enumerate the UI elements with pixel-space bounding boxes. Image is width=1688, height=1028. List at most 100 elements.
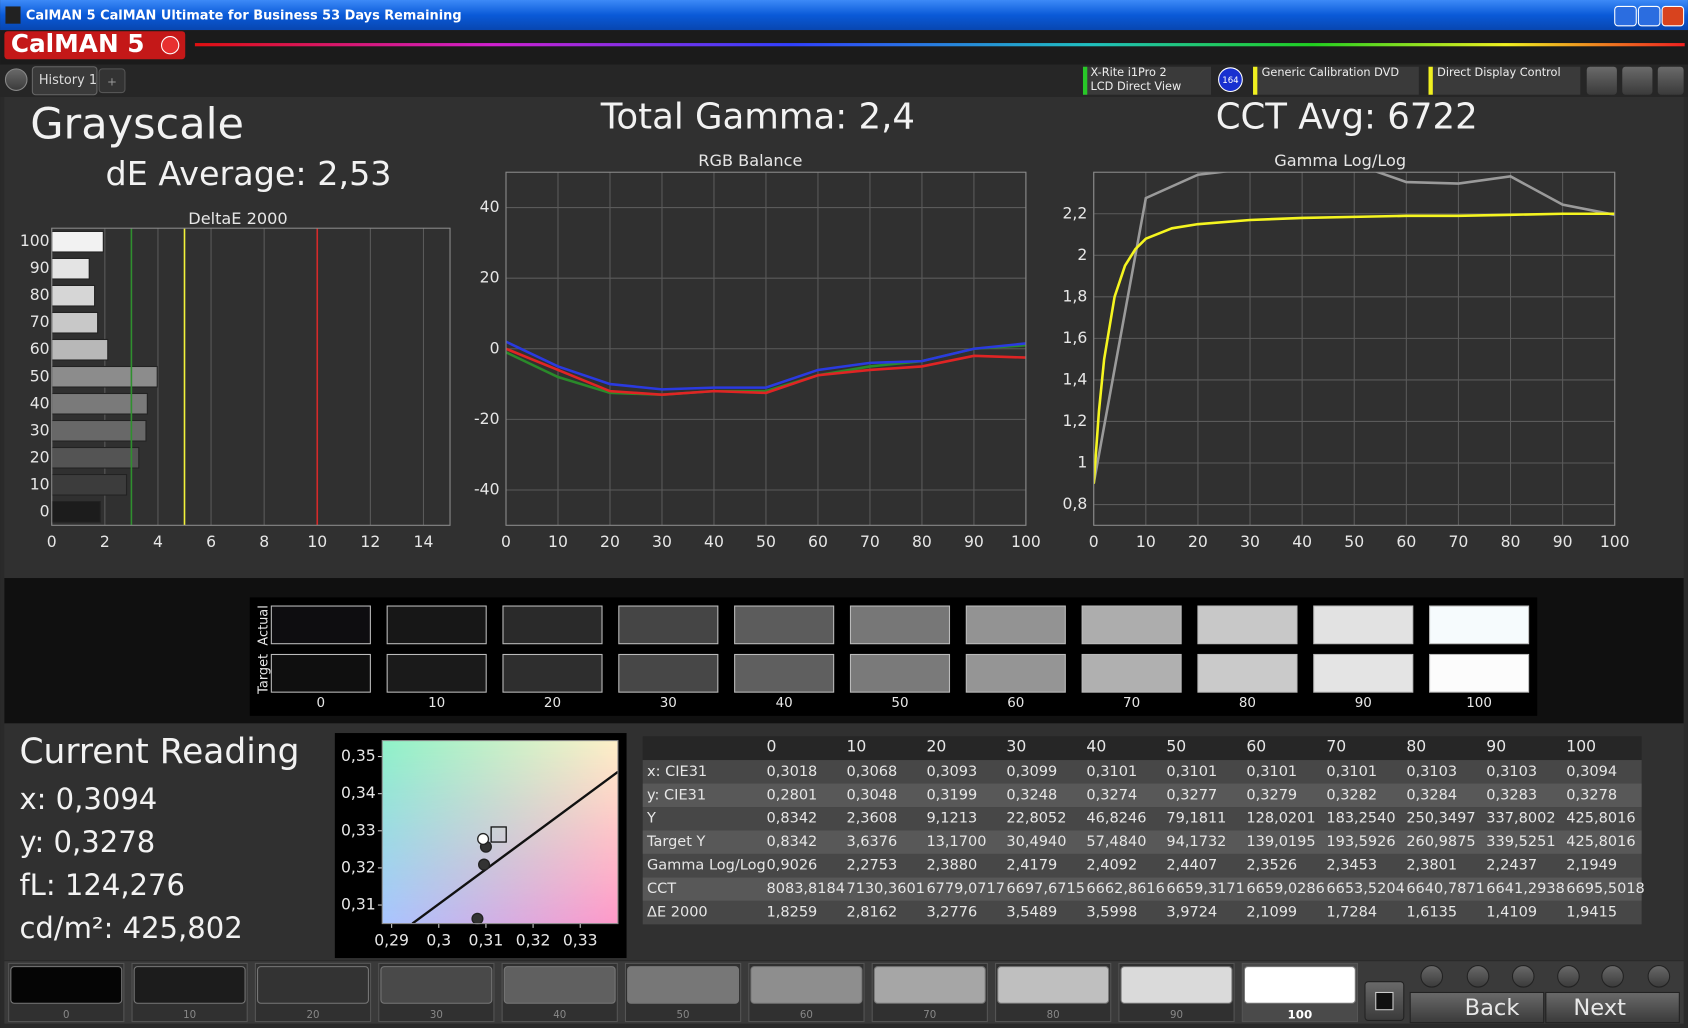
y-tick-label: 1,2 bbox=[1062, 412, 1087, 430]
x-tick-label: 30 bbox=[652, 533, 672, 551]
reading-x: x: 0,3094 bbox=[19, 782, 157, 816]
column-header: 70 bbox=[1326, 738, 1346, 756]
y-tick-label: 70 bbox=[30, 313, 50, 331]
table-cell: 0,3101 bbox=[1246, 764, 1297, 780]
patch-label: 60 bbox=[800, 1010, 813, 1021]
y-tick-label: 0 bbox=[40, 502, 50, 520]
y-tick-label: 0,33 bbox=[341, 821, 376, 839]
swatch-label: 30 bbox=[660, 696, 677, 711]
row-label: y: CIE31 bbox=[647, 787, 706, 803]
table-cell: 13,1700 bbox=[926, 834, 986, 850]
x-tick-label: 0,29 bbox=[374, 931, 409, 949]
x-tick-label: 0,33 bbox=[563, 931, 598, 949]
bar bbox=[51, 446, 140, 469]
table-cell: 1,4109 bbox=[1486, 905, 1537, 921]
swatch-label: 10 bbox=[428, 696, 445, 711]
back-button[interactable] bbox=[1409, 991, 1545, 1024]
x-tick-label: 10 bbox=[548, 533, 568, 551]
tab[interactable] bbox=[31, 66, 98, 96]
control-button[interactable] bbox=[1557, 965, 1580, 988]
target-swatch bbox=[734, 653, 835, 693]
help-button[interactable] bbox=[1622, 66, 1653, 95]
y-tick-label: 90 bbox=[30, 259, 50, 277]
chart-title: Gamma Log/Log bbox=[1274, 151, 1406, 170]
x-tick-label: 0,32 bbox=[516, 931, 551, 949]
swatch-label: 60 bbox=[1007, 696, 1024, 711]
meter-status bbox=[1082, 66, 1088, 95]
x-tick-label: 14 bbox=[414, 533, 434, 551]
table-cell: 2,4179 bbox=[1006, 858, 1057, 874]
y-tick-label: 10 bbox=[30, 475, 50, 493]
window-title: CalMAN 5 CalMAN Ultimate for Business 53… bbox=[26, 9, 462, 24]
control-button[interactable] bbox=[1511, 965, 1535, 988]
settings-button[interactable] bbox=[1586, 66, 1617, 95]
target-swatch bbox=[965, 653, 1066, 693]
close-button[interactable] bbox=[1661, 5, 1685, 27]
patch-label: 0 bbox=[63, 1010, 70, 1021]
patch-label: 50 bbox=[677, 1010, 690, 1021]
logo-menu[interactable] bbox=[160, 36, 180, 55]
next-button[interactable] bbox=[1545, 991, 1680, 1024]
patch-label: 20 bbox=[306, 1010, 319, 1021]
table-cell: 6662,8616 bbox=[1086, 881, 1165, 897]
table-cell: 3,5489 bbox=[1006, 905, 1057, 921]
y-tick-label: 0,31 bbox=[341, 896, 376, 914]
x-tick-label: 6 bbox=[206, 533, 216, 551]
bar bbox=[51, 392, 148, 415]
table-cell: 22,8052 bbox=[1006, 811, 1066, 827]
plot-frame bbox=[51, 227, 451, 526]
table-cell: 0,3103 bbox=[1406, 764, 1457, 780]
row-label: Target bbox=[256, 654, 271, 695]
table-cell: 339,5251 bbox=[1486, 834, 1555, 850]
x-tick-label: 80 bbox=[1501, 533, 1521, 551]
x-tick-label: 0 bbox=[501, 533, 511, 551]
bar bbox=[51, 311, 99, 334]
table-cell: 1,8259 bbox=[766, 905, 817, 921]
source-name: Generic Calibration DVD bbox=[1262, 66, 1400, 79]
logo-box[interactable] bbox=[4, 31, 186, 60]
table-cell: 0,8342 bbox=[766, 834, 817, 850]
table-cell: 2,1949 bbox=[1566, 858, 1617, 874]
add-tab[interactable] bbox=[98, 68, 126, 94]
patch-color bbox=[380, 966, 493, 1004]
target-swatch bbox=[270, 653, 371, 693]
control-button[interactable] bbox=[1420, 965, 1444, 988]
display-box[interactable] bbox=[1428, 66, 1581, 95]
x-tick-label: 60 bbox=[808, 533, 828, 551]
meter-box[interactable] bbox=[1082, 66, 1212, 95]
badge-label: 164 bbox=[1222, 76, 1238, 86]
table-row-bg bbox=[642, 853, 1642, 878]
source-box[interactable] bbox=[1253, 66, 1419, 95]
y-tick-label: 60 bbox=[30, 340, 50, 358]
column-header: 60 bbox=[1246, 738, 1266, 756]
column-header: 40 bbox=[1086, 738, 1106, 756]
row-label: Target Y bbox=[646, 834, 706, 850]
table-cell: 3,9724 bbox=[1166, 905, 1217, 921]
source-status bbox=[1253, 66, 1258, 95]
actual-swatch bbox=[1081, 605, 1182, 645]
minimize-button[interactable] bbox=[1614, 5, 1637, 27]
x-tick-label: 90 bbox=[1553, 533, 1573, 551]
y-tick-label: 50 bbox=[30, 367, 50, 385]
maximize-button[interactable] bbox=[1637, 5, 1661, 27]
measured-point bbox=[477, 832, 490, 845]
table-cell: 6653,5204 bbox=[1326, 881, 1404, 897]
control-button[interactable] bbox=[1647, 965, 1671, 988]
swatch-label: 70 bbox=[1123, 696, 1140, 711]
bar bbox=[51, 230, 104, 253]
table-cell: 0,9026 bbox=[766, 858, 817, 874]
y-tick-label: 30 bbox=[30, 421, 50, 439]
series-line bbox=[505, 340, 1026, 391]
table-cell: 6659,0286 bbox=[1246, 881, 1324, 897]
nav-button[interactable] bbox=[4, 68, 28, 91]
patch-color bbox=[10, 966, 123, 1004]
control-button[interactable] bbox=[1601, 965, 1624, 988]
patch-color bbox=[997, 966, 1110, 1004]
row-label: Gamma Log/Log bbox=[647, 858, 766, 874]
row-label: CCT bbox=[647, 881, 676, 897]
table-cell: 250,3497 bbox=[1406, 811, 1475, 827]
collapse-button[interactable] bbox=[1657, 66, 1684, 95]
control-button[interactable] bbox=[1466, 965, 1490, 988]
patch-label: 40 bbox=[553, 1010, 566, 1021]
x-tick-label: 70 bbox=[1449, 533, 1469, 551]
